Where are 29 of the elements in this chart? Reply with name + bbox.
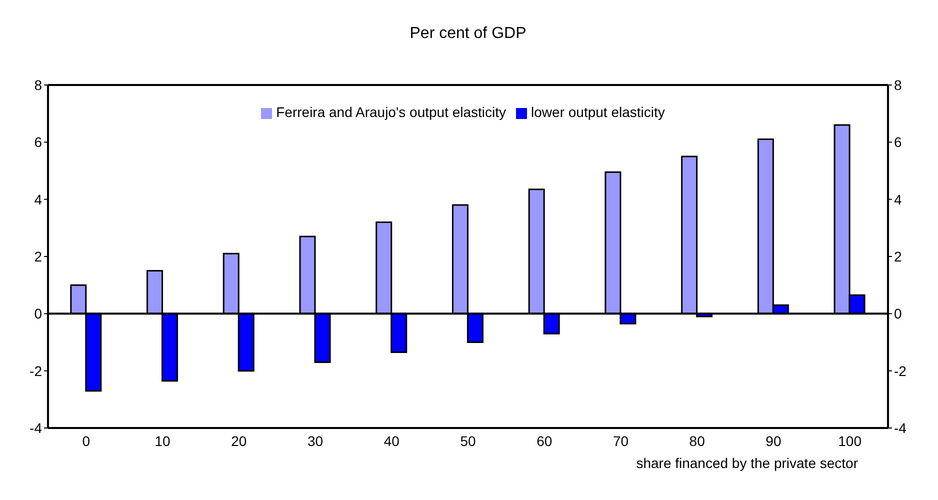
x-tick-label: 70	[612, 432, 629, 449]
legend-label: Ferreira and Araujo's output elasticity	[276, 104, 506, 120]
y2-tick-label: 2	[894, 248, 902, 264]
y2-tick-label: 8	[894, 76, 902, 93]
y-tick-label: -4	[30, 420, 42, 436]
y-tick-label: -2	[30, 362, 42, 379]
y-tick-label: 0	[34, 306, 42, 322]
x-tick-label: 50	[460, 432, 476, 449]
chart-title: Per cent of GDP	[408, 24, 528, 44]
x-tick-label: 0	[82, 432, 90, 449]
y2-tick-label: -2	[894, 362, 907, 379]
x-tick-label: 90	[766, 432, 782, 449]
x-tick-label: 20	[231, 432, 247, 449]
x-tick-label: 30	[307, 432, 324, 449]
y-tick-label: 2	[34, 248, 42, 264]
y-tick-label: 8	[34, 76, 42, 93]
x-tick-label: 100	[838, 432, 862, 449]
x-tick-label: 80	[689, 432, 706, 449]
x-tick-label: 60	[536, 432, 552, 449]
y2-tick-label: 4	[894, 191, 902, 208]
y2-tick-label: -4	[894, 420, 907, 436]
y2-tick-label: 6	[894, 134, 902, 150]
y-tick-label: 4	[34, 191, 42, 208]
x-tick-label: 40	[384, 432, 400, 449]
x-tick-label: 10	[154, 432, 171, 449]
x-axis-title: share financed by the private sector	[636, 455, 858, 471]
legend-label: lower output elasticity	[531, 104, 665, 120]
y-tick-label: 6	[34, 134, 42, 150]
y2-tick-label: 0	[894, 306, 902, 322]
